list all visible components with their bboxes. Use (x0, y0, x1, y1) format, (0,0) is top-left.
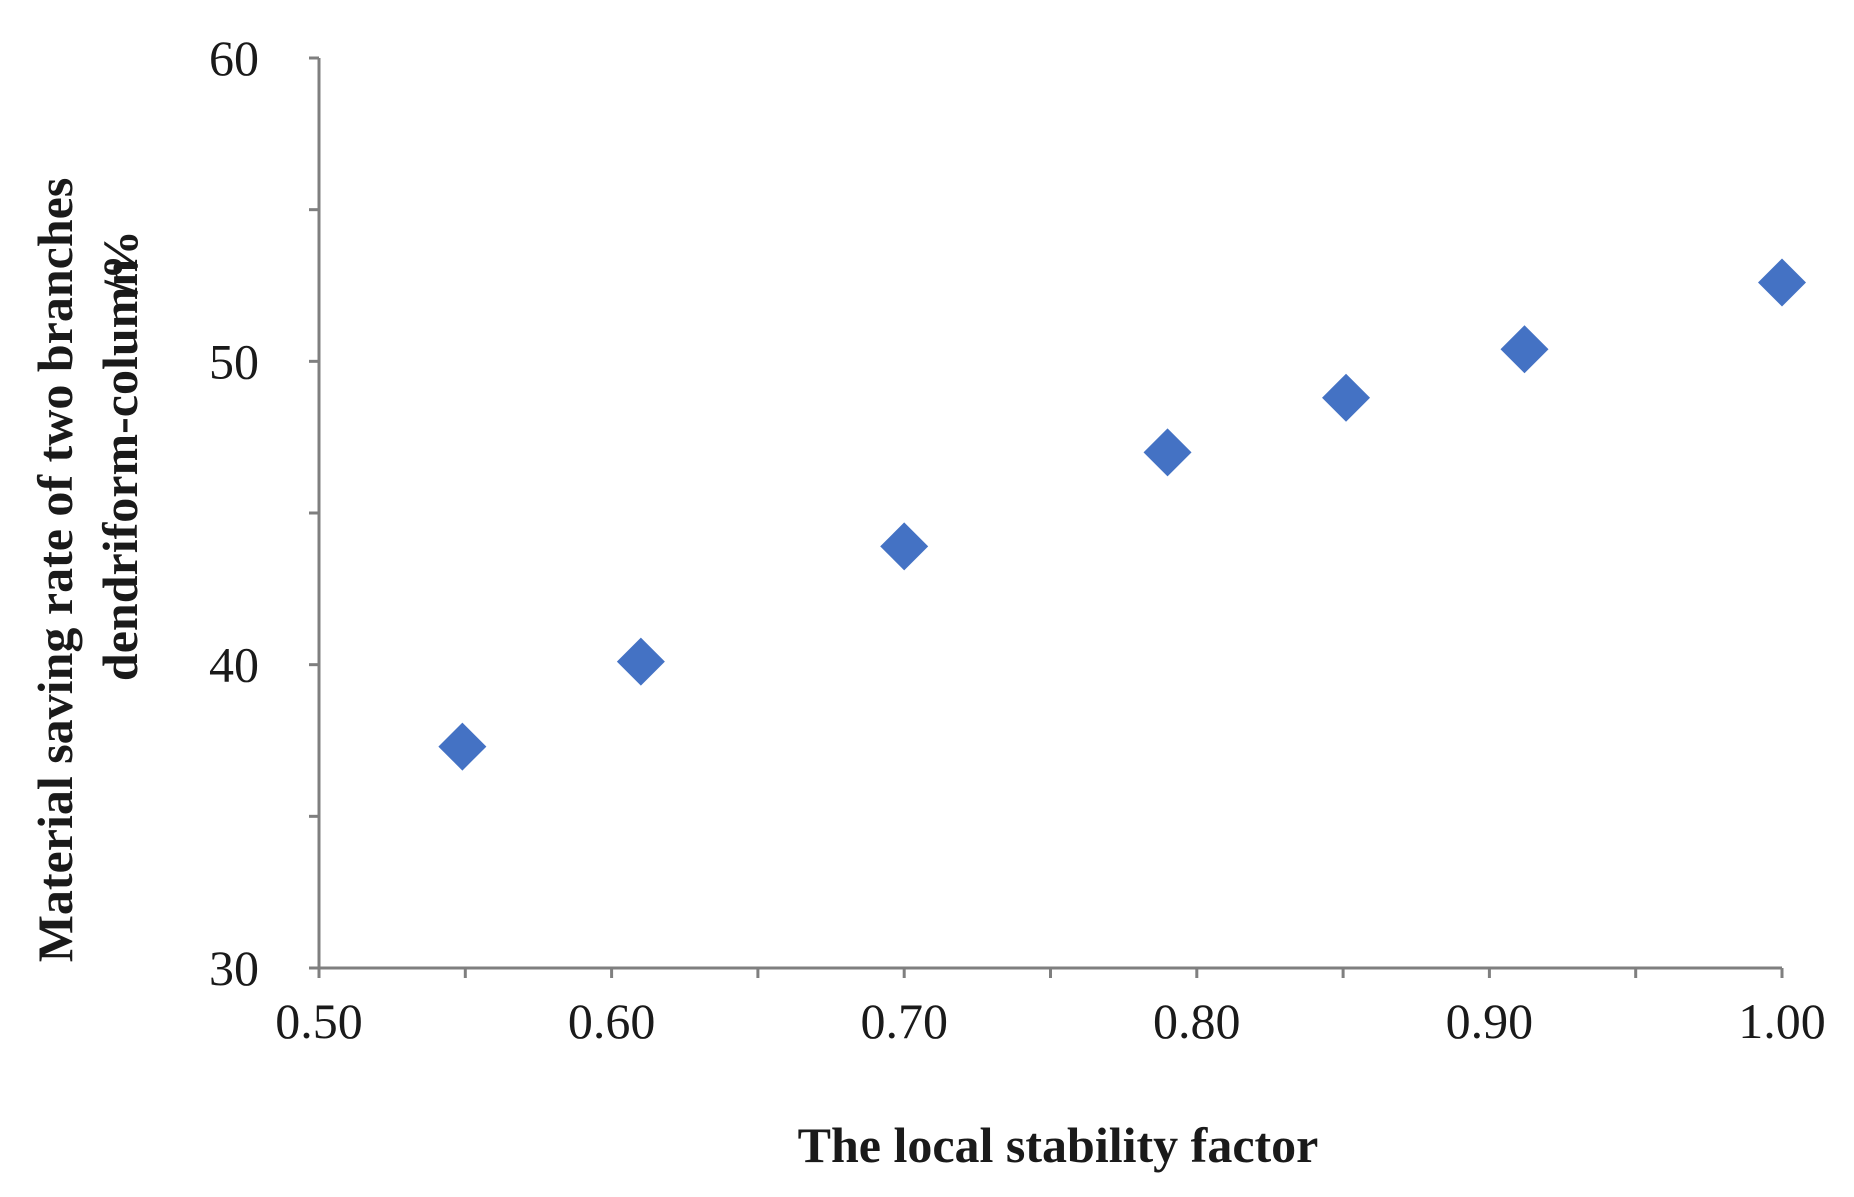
y-tick-label: 40 (209, 637, 259, 693)
data-point-diamond (616, 637, 665, 686)
data-point-diamond (1143, 428, 1192, 477)
axes (317, 58, 1782, 970)
data-point-diamond (1500, 325, 1549, 374)
y-tick-label: 60 (209, 30, 259, 86)
data-point-diamond (1758, 258, 1806, 307)
data-point-diamond (1322, 373, 1371, 422)
x-tick-label: 0.90 (1446, 993, 1534, 1049)
x-tick-label: 0.80 (1153, 993, 1241, 1049)
x-tick-label: 1.00 (1738, 993, 1826, 1049)
data-point-diamond (880, 522, 929, 571)
x-tick-label: 0.50 (275, 993, 363, 1049)
y-axis-title-unit: /% (92, 230, 148, 295)
y-tick-label: 50 (209, 333, 259, 389)
axis-titles: The local stability factor Material savi… (27, 178, 1318, 1173)
y-axis-title-line-2: dendriform-column (92, 259, 148, 681)
y-tick-label: 30 (209, 940, 259, 996)
y-axis-title-line-1: Material saving rate of two branches (27, 178, 83, 963)
data-point-diamond (438, 722, 487, 771)
x-tick-label: 0.60 (568, 993, 656, 1049)
ticks: 0.50 0.60 0.70 0.80 0.90 1.00 30 40 50 60 (209, 30, 1826, 1049)
data-points (438, 258, 1806, 771)
x-axis-title: The local stability factor (798, 1117, 1319, 1173)
x-tick-label: 0.70 (860, 993, 948, 1049)
